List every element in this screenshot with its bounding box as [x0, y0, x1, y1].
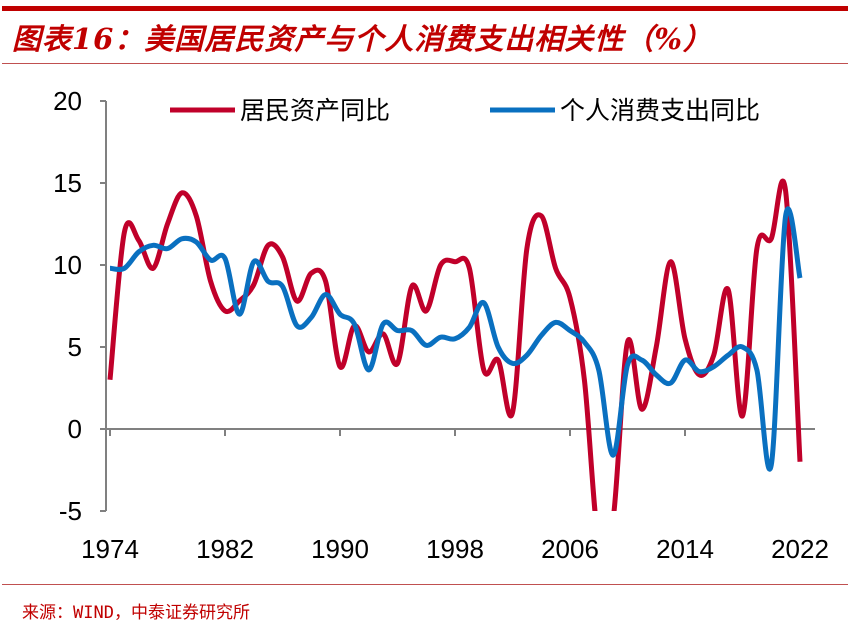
y-tick-label: 15 [53, 168, 82, 198]
source-note: 来源：WIND，中泰证券研究所 [22, 603, 250, 623]
x-tick-label: 2022 [771, 534, 829, 564]
chart-title: 图表16：美国居民资产与个人消费支出相关性（%） [12, 22, 713, 56]
y-tick-label: 20 [53, 86, 82, 116]
title-divider [2, 63, 848, 64]
y-tick-label: 10 [53, 250, 82, 280]
series-line-2 [109, 206, 803, 472]
x-tick-label: 2014 [656, 534, 714, 564]
x-tick-label: 1998 [426, 534, 484, 564]
legend-label: 个人消费支出同比 [560, 96, 760, 125]
x-tick-label: 1990 [311, 534, 369, 564]
y-tick-label: -5 [59, 496, 82, 526]
y-tick-label: 5 [68, 332, 82, 362]
y-tick-label: 0 [68, 414, 82, 444]
top-rule [2, 6, 848, 11]
footer-divider [2, 584, 848, 585]
legend-label: 居民资产同比 [240, 96, 390, 125]
x-tick-label: 1974 [81, 534, 139, 564]
x-tick-label: 1982 [196, 534, 254, 564]
x-tick-label: 2006 [541, 534, 599, 564]
